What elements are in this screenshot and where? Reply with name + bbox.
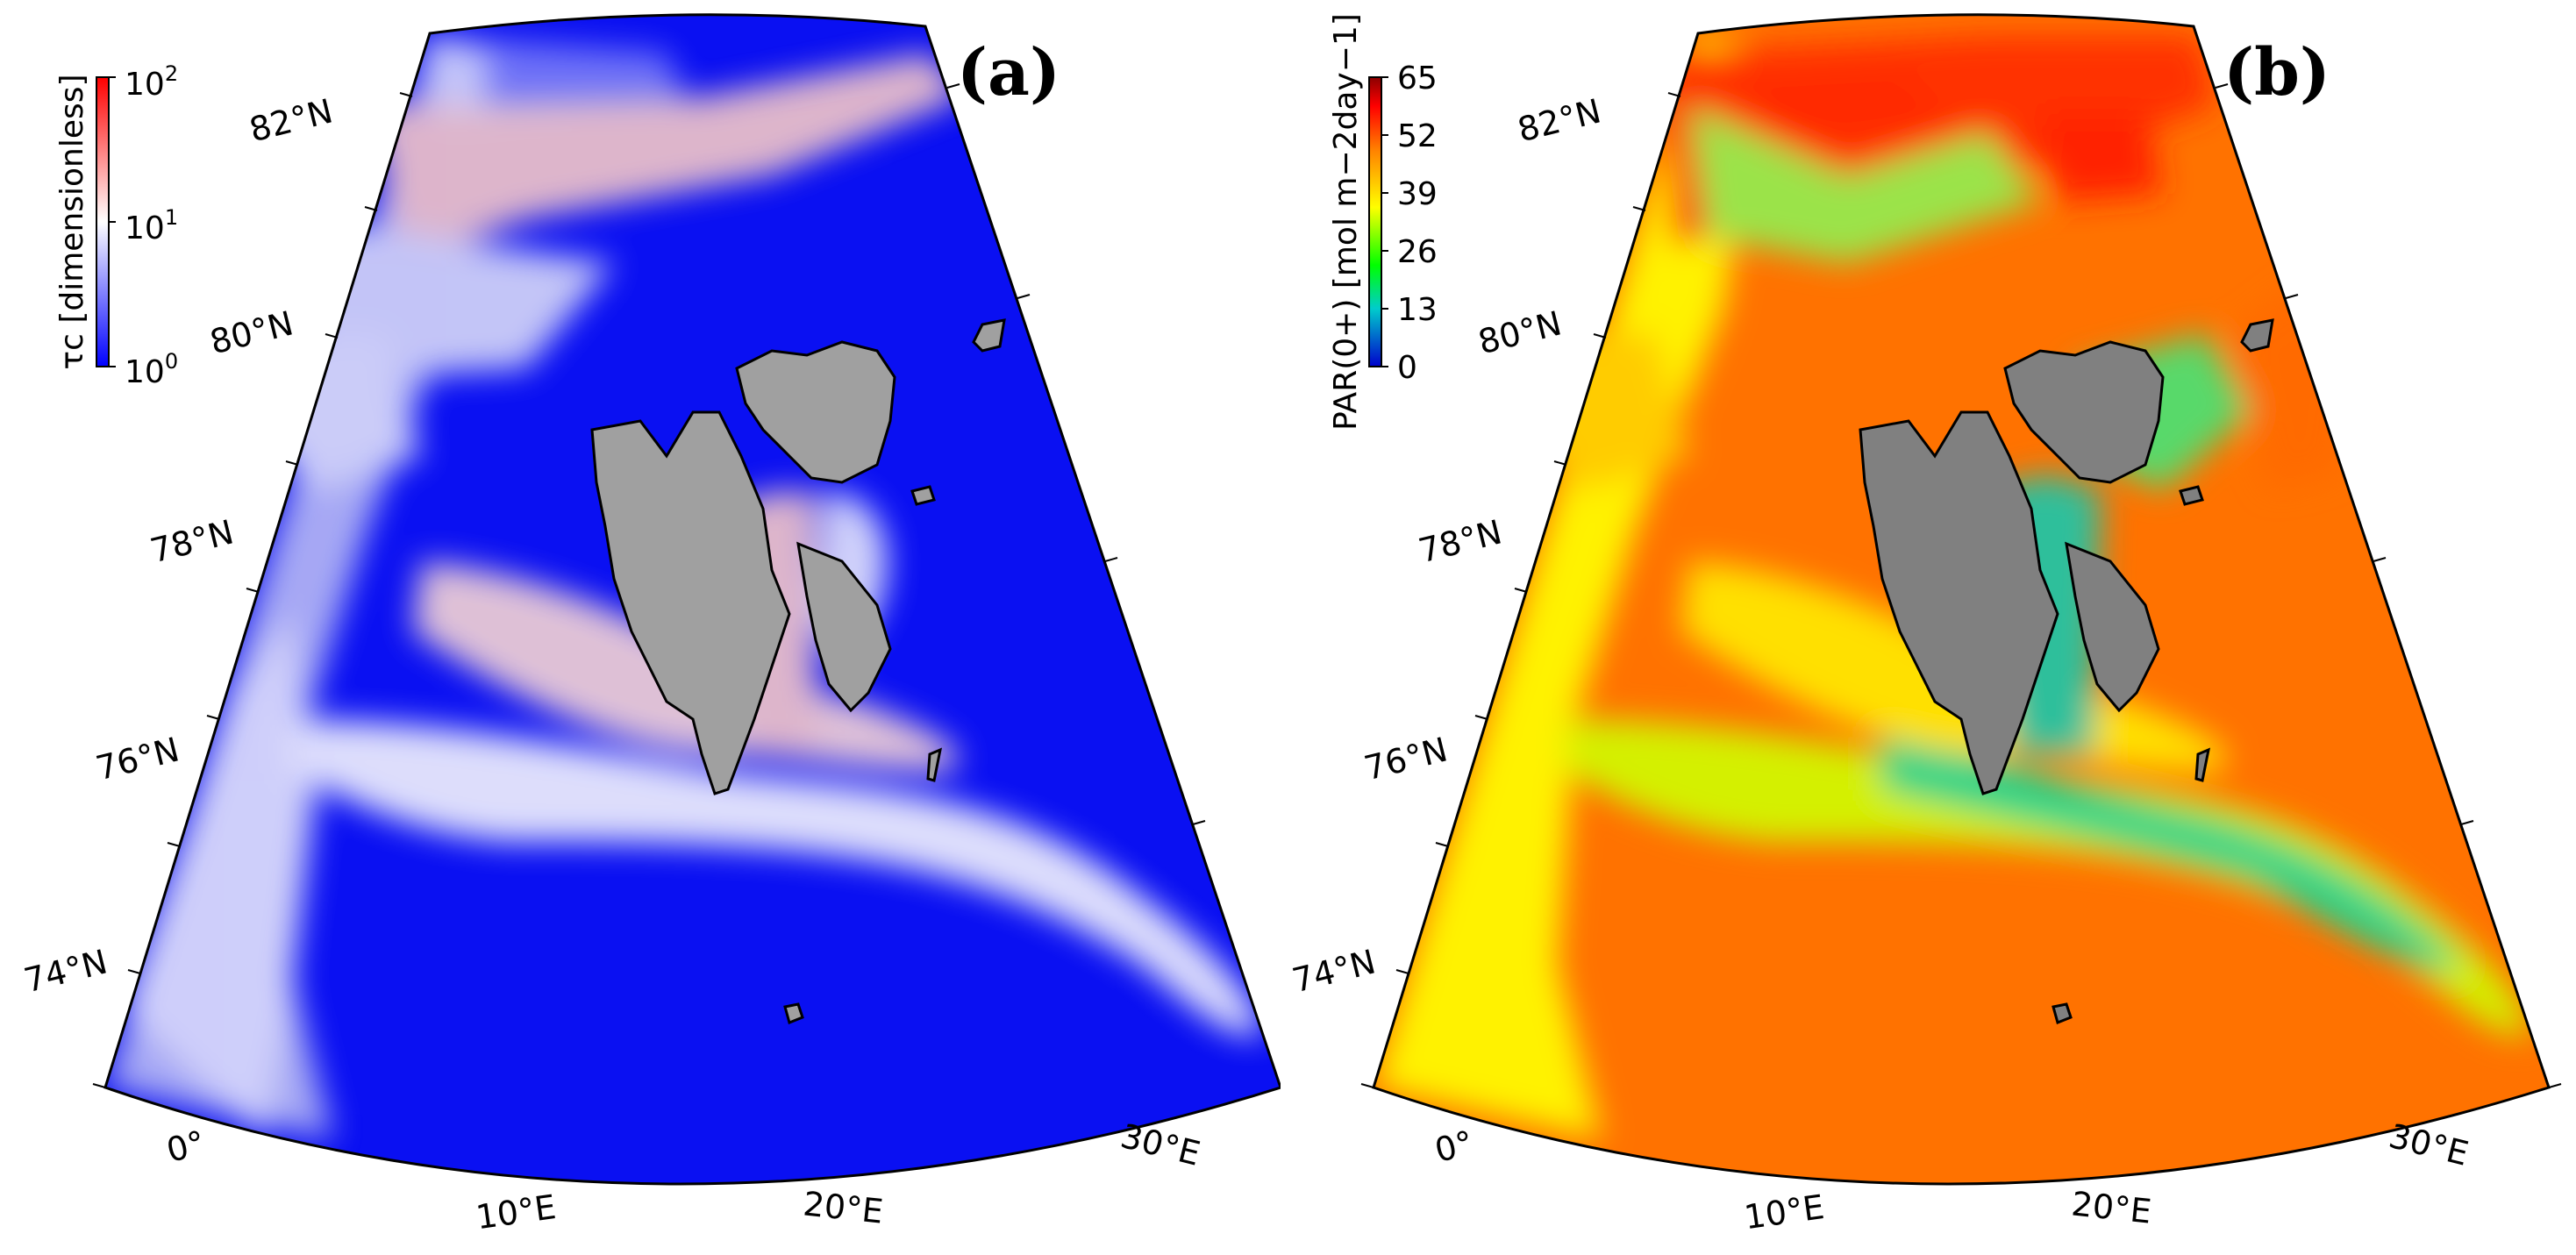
colorbar-a-gradient	[96, 76, 110, 367]
lon-label-10e-b: 10°E	[1742, 1187, 1827, 1237]
map-b-ticks	[1360, 83, 2562, 1088]
panel-b: 82°N 80°N 78°N 76°N 74°N 0° 10°E 20°E 30…	[1286, 0, 2566, 1251]
colorbar-b-label: PAR(0+) [mol m−2day−1]	[1328, 13, 1364, 431]
colorbar-b-gradient	[1368, 76, 1382, 367]
lon-label-10e: 10°E	[474, 1187, 559, 1237]
colorbar-b-tick-26: 26	[1397, 234, 1438, 270]
colorbar-b-tick-13: 13	[1397, 292, 1438, 328]
map-a: 82°N 80°N 78°N 76°N 74°N 0° 10°E 20°E 30…	[20, 13, 1294, 1237]
map-b: 82°N 80°N 78°N 76°N 74°N 0° 10°E 20°E 30…	[1288, 13, 2562, 1237]
lat-label-74: 74°N	[20, 942, 111, 1000]
lon-label-20e: 20°E	[802, 1184, 885, 1230]
lon-label-20e-b: 20°E	[2070, 1184, 2153, 1230]
lon-label-30e-b: 30°E	[2385, 1116, 2472, 1173]
svalbard-land	[590, 318, 1006, 1025]
map-b-image	[1374, 14, 2549, 1185]
colorbar-b-tick-39: 39	[1397, 176, 1438, 212]
colorbar-a-tick-2: 100	[125, 349, 178, 390]
panel-b-label: (b)	[2223, 35, 2330, 111]
lat-label-78: 78°N	[146, 512, 238, 570]
map-a-frame	[103, 13, 1282, 1186]
colorbar-a-tick-0: 102	[125, 61, 178, 103]
lat-label-76-b: 76°N	[1360, 730, 1452, 788]
colorbar-a: 102 101 100 τc [dimensionless]	[54, 61, 178, 390]
lat-label-80: 80°N	[206, 303, 297, 361]
lat-label-82-b: 82°N	[1514, 91, 1605, 149]
lat-label-74-b: 74°N	[1288, 942, 1380, 1000]
colorbar-b-tick-65: 65	[1397, 61, 1438, 96]
map-b-frame	[1372, 13, 2551, 1186]
panel-a: 82°N 80°N 78°N 76°N 74°N 0° 10°E 20°E 30…	[0, 0, 1294, 1251]
lon-label-0-b: 0°	[1431, 1123, 1478, 1170]
lat-label-78-b: 78°N	[1415, 512, 1506, 570]
map-a-image	[105, 14, 1281, 1185]
colorbar-a-label: τc [dimensionless]	[54, 74, 90, 369]
lat-label-80-b: 80°N	[1474, 303, 1566, 361]
lat-label-76: 76°N	[92, 730, 183, 788]
lon-label-30e: 30°E	[1117, 1116, 1203, 1173]
panel-a-label: (a)	[957, 35, 1060, 111]
colorbar-b-tick-0: 0	[1397, 350, 1417, 386]
colorbar-a-tick-1: 101	[125, 205, 178, 246]
lon-label-0: 0°	[163, 1123, 210, 1170]
lat-label-82: 82°N	[246, 91, 337, 149]
colorbar-b-tick-52: 52	[1397, 118, 1438, 154]
colorbar-b: 65 52 39 26 13 0 PAR(0+) [mol m−2day−1]	[1328, 13, 1438, 431]
svalbard-land-b	[1859, 318, 2274, 1025]
